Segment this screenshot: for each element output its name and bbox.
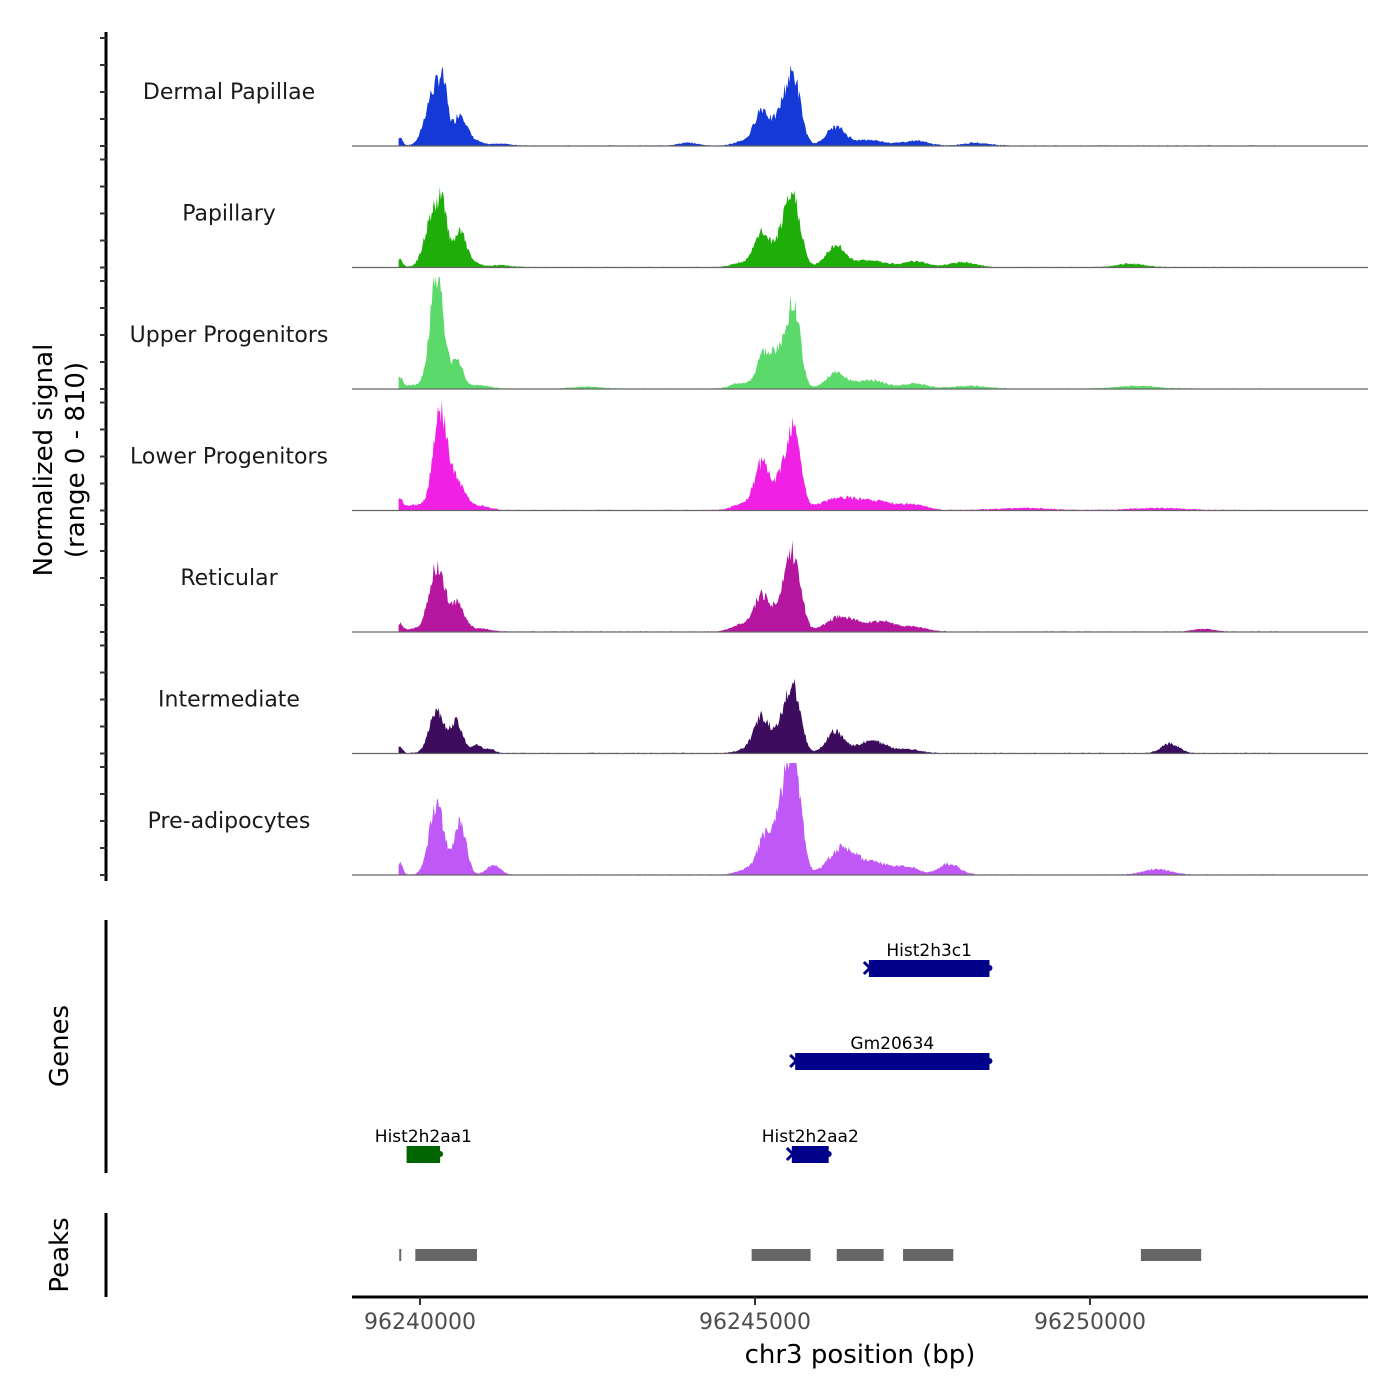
track-reticular: Reticular	[180, 540, 1368, 633]
gene-body	[795, 1053, 990, 1070]
track-label: Dermal Papillae	[143, 80, 315, 105]
gene-label: Hist2h2aa2	[762, 1127, 859, 1147]
gene-label: Hist2h2aa1	[375, 1127, 472, 1147]
track-pre-adipocytes: Pre-adipocytes	[148, 763, 1368, 876]
track-papillary: Papillary	[182, 187, 1368, 269]
y-axis-title-line2: (range 0 - 810)	[61, 362, 91, 558]
peak-region	[903, 1249, 954, 1261]
x-axis-title: chr3 position (bp)	[745, 1340, 976, 1370]
peaks-panel-label: Peaks	[45, 1217, 75, 1292]
signal-area	[398, 678, 1338, 754]
gene-body	[791, 1146, 829, 1163]
track-label: Pre-adipocytes	[148, 809, 311, 834]
signal-area	[398, 277, 1338, 389]
track-dermal-papillae: Dermal Papillae	[143, 64, 1368, 147]
gene-hist2h2aa2: Hist2h2aa2	[762, 1127, 859, 1163]
track-label: Reticular	[180, 566, 278, 591]
x-axis-ticks: 96240000 96245000 96250000	[364, 1297, 1146, 1335]
track-label: Lower Progenitors	[130, 445, 328, 470]
signal-area	[398, 763, 1338, 875]
gene-hist2h3c1: Hist2h3c1	[862, 941, 993, 977]
gene-end-cap	[986, 1058, 993, 1064]
signal-tracks: Dermal Papillae Papillary Upper Progenitor…	[130, 64, 1368, 876]
gene-hist2h2aa1: Hist2h2aa1	[375, 1127, 472, 1163]
peak-region	[1140, 1249, 1202, 1261]
track-upper-progenitors: Upper Progenitors	[130, 277, 1368, 390]
gene-end-cap	[986, 965, 993, 971]
gene-end-cap	[825, 1151, 832, 1157]
peak-region	[836, 1249, 884, 1261]
x-tick-label: 96250000	[1034, 1310, 1146, 1335]
strand-arrow-icon	[785, 1146, 795, 1162]
signal-area	[398, 399, 1338, 511]
strand-arrow-icon	[789, 1053, 799, 1069]
gene-gm20634: Gm20634	[789, 1034, 993, 1070]
track-label: Intermediate	[158, 688, 300, 713]
x-tick-label: 96245000	[699, 1310, 811, 1335]
gene-body	[868, 960, 990, 977]
signal-area	[398, 187, 1338, 268]
track-label: Papillary	[182, 202, 276, 227]
y-axis-title: Normalized signal (range 0 - 810)	[29, 344, 91, 577]
peak-region	[399, 1249, 402, 1261]
signal-area	[398, 64, 1338, 146]
track-lower-progenitors: Lower Progenitors	[130, 399, 1368, 512]
peak-region	[751, 1249, 811, 1261]
x-tick-label: 96240000	[364, 1310, 476, 1335]
track-intermediate: Intermediate	[158, 678, 1368, 755]
gene-end-cap	[437, 1151, 444, 1157]
peak-region	[415, 1249, 477, 1261]
signal-area	[398, 540, 1338, 632]
gene-body	[406, 1146, 441, 1163]
signal-axis-ticks	[100, 37, 106, 876]
strand-arrow-icon	[862, 960, 872, 976]
peak-regions	[399, 1249, 1202, 1261]
gene-label: Hist2h3c1	[886, 941, 972, 961]
y-axis-title-line1: Normalized signal	[29, 344, 59, 577]
gene-label: Gm20634	[850, 1034, 934, 1054]
track-label: Upper Progenitors	[130, 323, 329, 348]
genes-panel-label: Genes	[45, 1005, 75, 1087]
gene-annotations: Hist2h3c1 Gm20634 Hist2h2aa1 Hist2h2aa2	[375, 941, 993, 1163]
